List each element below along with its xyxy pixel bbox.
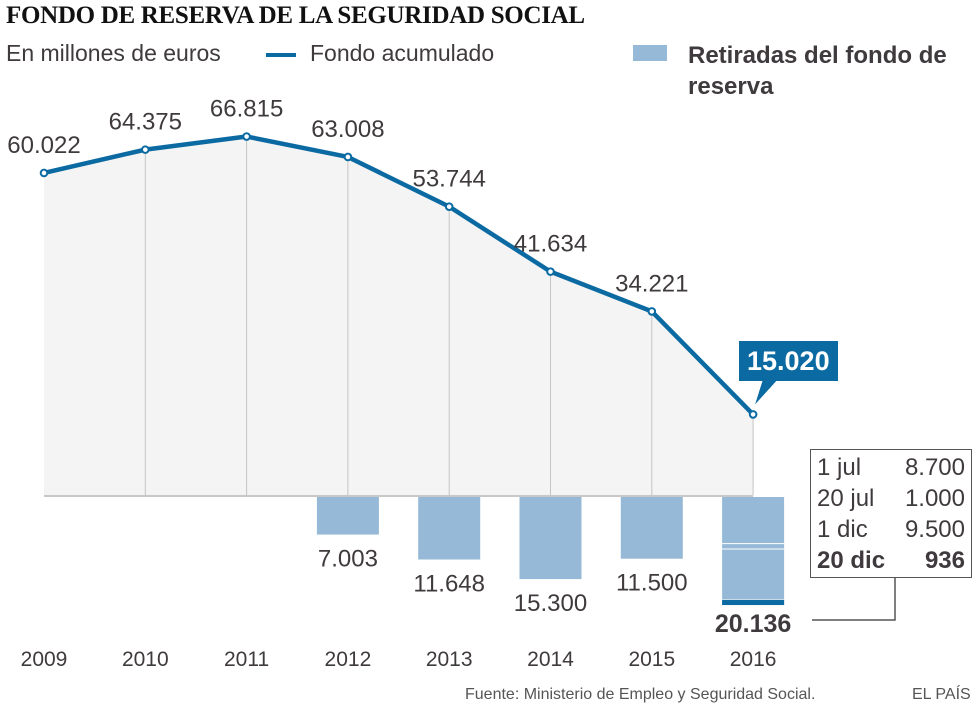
x-tick-2009: 2009: [21, 648, 68, 671]
bar-2015: [620, 497, 683, 559]
bar-2013: [418, 497, 481, 560]
bar-label-2015: 11.500: [616, 570, 688, 597]
breakdown-connector: [812, 578, 896, 621]
x-tick-2013: 2013: [426, 648, 473, 671]
line-label-2010: 64.375: [109, 109, 182, 136]
bar-2016: [722, 497, 785, 606]
line-label-2014: 41.634: [514, 231, 587, 258]
x-tick-2016: 2016: [730, 648, 777, 671]
area-layer: [44, 136, 754, 495]
legend-bar-label: Retiradas del fondo de reserva: [688, 42, 947, 100]
line-layer: [39, 132, 758, 419]
point-2016: [748, 410, 758, 419]
point-2009: [39, 168, 49, 178]
bar-2012: [316, 497, 379, 535]
x-axis: 2009 2010 2011 2012 2013 2014 2015 2016: [21, 648, 777, 671]
point-2015: [647, 307, 657, 316]
breakdown-row: 1 dic 9.500: [817, 514, 965, 545]
source-note: Fuente: Ministerio de Empleo y Seguridad…: [465, 686, 816, 703]
line-label-2012: 63.008: [311, 116, 384, 143]
point-2012: [343, 152, 353, 162]
breakdown-date: 20 dic: [817, 547, 886, 574]
breakdown-value: 8.700: [904, 454, 965, 481]
callout-pointer: [755, 379, 779, 405]
point-2013: [444, 202, 454, 211]
bar-label-2013: 11.648: [413, 570, 485, 597]
line-label-2015: 34.221: [615, 270, 688, 297]
legend-line-swatch: [266, 53, 296, 57]
line-label-2009: 60.022: [7, 132, 80, 159]
breakdown-row: 20 dic 936: [817, 545, 965, 576]
breakdown-box: 1 jul 8.700 20 jul 1.000 1 dic 9.500 20 dic 936: [810, 449, 972, 578]
bar-label-2014: 15.300: [514, 590, 587, 617]
x-tick-2015: 2015: [628, 648, 675, 671]
breakdown-row: 1 jul 8.700: [817, 452, 965, 483]
breakdown-value: 1.000: [904, 485, 965, 512]
brand-label: EL PAÍS: [912, 686, 971, 703]
area-fill: [44, 136, 754, 495]
breakdown-value: 9.500: [904, 516, 965, 543]
bar-label-2012: 7.003: [318, 546, 378, 573]
highlight-callout: 15.020: [739, 341, 838, 381]
bar-2014: [519, 497, 582, 580]
breakdown-value: 936: [924, 547, 965, 574]
x-tick-2014: 2014: [527, 648, 574, 671]
legend-line-label: Fondo acumulado: [310, 40, 495, 66]
grid-layer: [44, 136, 754, 497]
line-label-2013: 53.744: [412, 166, 485, 193]
chart-subtitle: En millones de euros: [6, 40, 221, 66]
x-tick-2010: 2010: [122, 648, 169, 671]
x-tick-2012: 2012: [325, 648, 372, 671]
breakdown-date: 1 jul: [817, 454, 862, 481]
x-tick-2011: 2011: [224, 648, 269, 671]
bar-label-2016: 20.136: [715, 610, 791, 638]
label-layer: 7.003 11.648 15.300 11.500 20.136 60.022 64.37…: [7, 96, 791, 638]
point-2010: [141, 145, 150, 154]
connector-layer: [755, 379, 896, 621]
breakdown-date: 1 dic: [817, 516, 868, 543]
point-2014: [546, 267, 555, 276]
legend-bar-swatch: [633, 45, 667, 61]
breakdown-row: 20 jul 1.000: [817, 483, 965, 514]
bar-segment-20-dic: [722, 600, 785, 606]
point-2011: [242, 132, 251, 141]
line-fondo-acumulado: [43, 134, 755, 416]
bar-layer: [316, 497, 785, 606]
chart-title: FONDO DE RESERVA DE LA SEGURIDAD SOCIAL: [6, 2, 585, 29]
line-label-2011: 66.815: [210, 96, 283, 123]
breakdown-date: 20 jul: [817, 485, 875, 512]
